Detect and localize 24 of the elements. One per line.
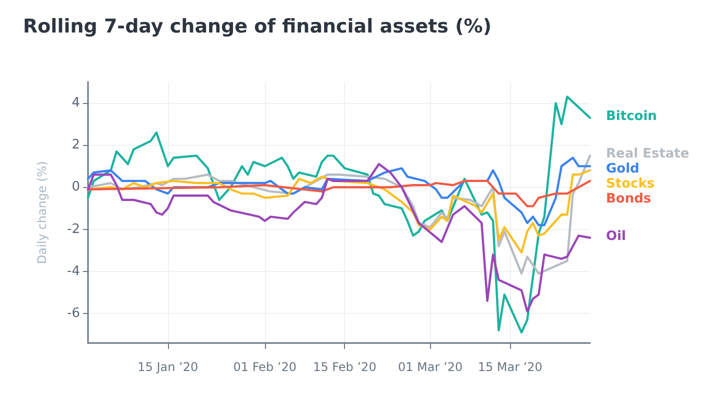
line-series (86, 162, 592, 313)
chart-title: Rolling 7-day change of financial assets (%) (23, 16, 492, 38)
line-series (86, 96, 592, 334)
y-tick-label: 2 (72, 138, 80, 153)
x-tick-label: 15 Jan ’20 (138, 360, 198, 374)
series-label: Oil (606, 228, 626, 244)
y-tick-label: -2 (67, 222, 80, 237)
series-label: Real Estate (606, 146, 690, 162)
y-tick-label: -6 (67, 306, 80, 322)
x-tick-label: 15 Feb ’20 (313, 360, 376, 374)
series-label: Bonds (606, 192, 652, 207)
series-label: Bitcoin (606, 108, 657, 124)
line-series (86, 156, 592, 226)
y-tick-label: 0 (72, 180, 80, 195)
line-series (86, 180, 592, 208)
series-label: Gold (606, 162, 640, 177)
y-axis-title: Daily change (%) (35, 161, 49, 264)
y-tick-label: -4 (67, 264, 80, 279)
x-tick-label: 01 Mar ’20 (398, 360, 463, 374)
line-series (86, 154, 592, 275)
x-tick-label: 01 Feb ’20 (233, 360, 296, 374)
y-tick-label: 4 (72, 96, 80, 111)
x-tick-label: 15 Mar ’20 (478, 360, 542, 374)
series-label: Stocks (606, 176, 655, 192)
